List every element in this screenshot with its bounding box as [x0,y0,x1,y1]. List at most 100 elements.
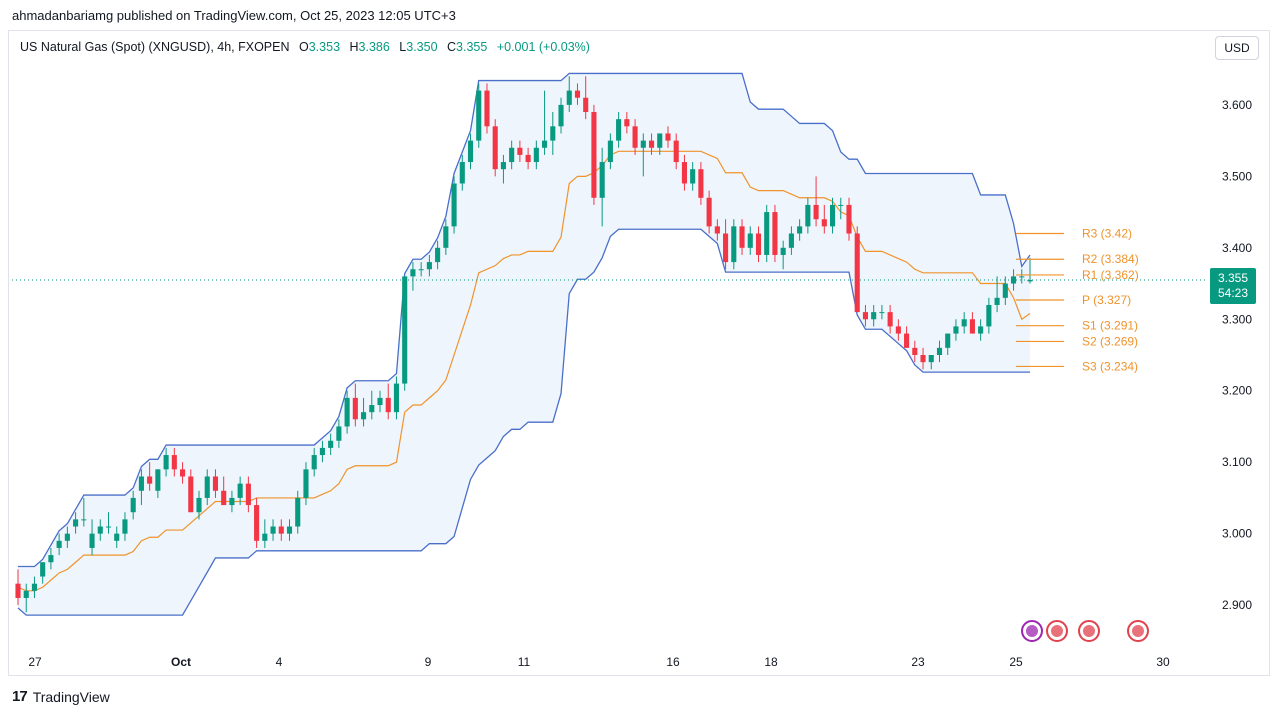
candle-body [797,226,803,234]
symbol-name: US Natural Gas (Spot) (XNGUSD), 4h, FXOP… [20,40,290,54]
candle-body [81,519,87,521]
x-tick-label: 23 [911,655,925,669]
candle-body [270,526,276,534]
candle-body [739,226,745,248]
candle-body [180,469,186,477]
candle-body [871,312,877,320]
pivot-label: S3 (3.234) [1082,359,1138,373]
candle-body [657,133,663,148]
candle-body [731,226,737,263]
candle-body [599,162,605,198]
candle-body [681,162,687,184]
candle-body [607,140,613,163]
candle-body [130,497,136,513]
candle-body [690,169,696,184]
low-label: L [399,40,407,54]
candle-body [278,526,284,534]
publish-info: ahmadanbariamg published on TradingView.… [12,8,456,23]
pivot-label: R3 (3.42) [1082,227,1132,241]
candle-body [978,326,984,334]
y-tick-label: 3.100 [1222,455,1252,469]
candle-body [171,455,177,470]
candle-body [928,355,934,363]
candle-body [336,426,342,441]
candle-body [15,583,21,598]
candle-body [747,233,753,248]
candle-body [245,483,251,506]
candle-body [862,312,868,320]
candle-body [953,326,959,334]
x-tick-label: 16 [666,655,680,669]
x-tick-label: Oct [171,655,191,669]
candle-body [377,397,383,406]
candle-body [813,204,819,220]
candle-body [550,126,556,141]
x-tick-label: 11 [518,655,531,669]
y-tick-label: 3.000 [1222,527,1252,541]
candle-body [319,447,325,456]
x-tick-label: 4 [276,655,283,669]
current-price-tag: 3.355 54:23 [1210,268,1256,304]
y-tick-label: 3.500 [1222,169,1252,183]
change-value: +0.001 (+0.03%) [496,40,590,54]
candle-body [352,397,358,420]
candle-body [122,519,128,534]
candle-body [31,583,38,591]
open-value: 3.353 [308,40,341,54]
candle-body [23,590,29,598]
candle-body [994,297,1000,305]
candle-body [114,533,120,541]
candle-body [484,90,490,127]
candle-body [492,126,498,170]
candle-body [706,197,712,227]
candle-body [311,455,317,470]
candle-body [829,204,836,227]
candle-body [632,126,638,148]
candle-body [591,112,597,198]
candle-body [196,497,202,513]
open-label: O [299,40,309,54]
candle-body [673,140,679,163]
y-tick-label: 3.400 [1222,241,1252,255]
x-tick-label: 18 [764,655,778,669]
candle-body [583,97,589,113]
candle-body [616,119,622,141]
candle-body [451,183,457,227]
candle-body [385,397,391,413]
candle-body [821,219,827,227]
candle-body [435,247,441,263]
candle-body [838,204,844,206]
close-value: 3.355 [456,40,488,54]
candle-body [56,540,62,548]
candle-body [286,526,293,534]
candle-body [212,476,219,491]
candle-body [1019,276,1025,278]
candle-body [509,147,515,163]
candle-body [64,533,70,541]
candle-body [854,233,860,313]
candle-body [723,233,729,263]
candle-body [1010,276,1017,284]
y-tick-label: 3.200 [1222,384,1252,398]
candle-body [73,519,79,527]
candle-body [525,154,531,163]
candle-body [969,319,975,334]
pivot-label: S1 (3.291) [1082,319,1138,333]
candle-body [443,226,449,248]
symbol-legend[interactable]: US Natural Gas (Spot) (XNGUSD), 4h, FXOP… [20,40,596,54]
high-value: 3.386 [358,40,390,54]
candle-body [574,90,581,98]
candle-body [254,505,260,541]
candle-body [147,476,153,484]
candle-body [764,212,770,255]
tradingview-logo[interactable]: 17 TradingView [12,688,110,705]
event-icon-dot [1051,625,1063,637]
candle-body [295,497,301,527]
candle-body [780,247,786,255]
candle-body [517,147,523,155]
candle-body [558,104,564,127]
candle-body [986,304,992,327]
currency-button[interactable]: USD [1215,36,1259,60]
chart-frame [8,30,1270,676]
